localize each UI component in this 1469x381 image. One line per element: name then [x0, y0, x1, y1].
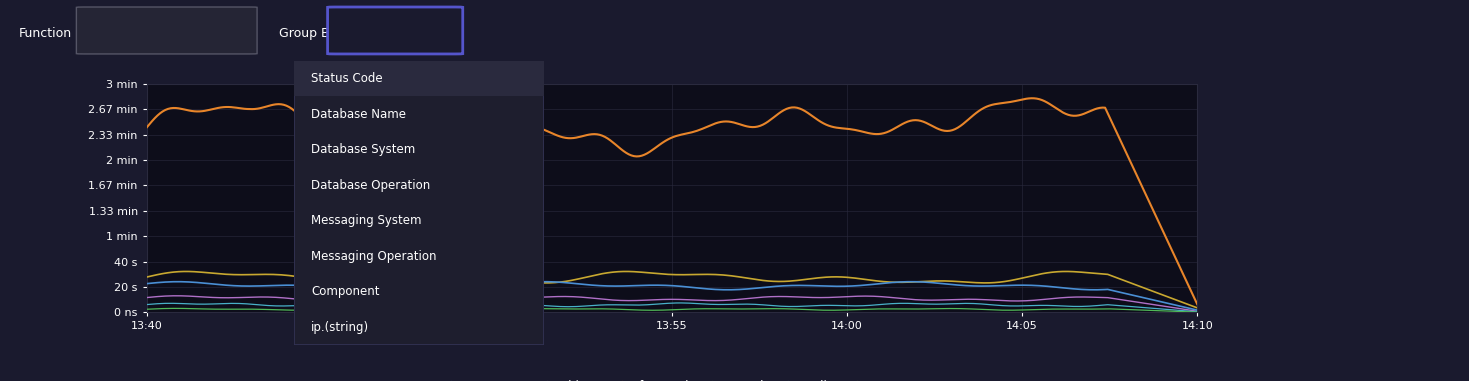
Text: ⌄: ⌄ [234, 27, 245, 40]
Text: Group By: Group By [279, 27, 336, 40]
Legend: customer, driver, frontend, mysql, redis, route: customer, driver, frontend, mysql, redis… [435, 376, 909, 381]
Text: Status Code: Status Code [311, 72, 383, 85]
Text: Sum (duration): Sum (duration) [95, 24, 184, 37]
FancyBboxPatch shape [76, 7, 257, 54]
Text: Database Operation: Database Operation [311, 179, 430, 192]
Text: Service Name: Service Name [328, 24, 410, 37]
FancyBboxPatch shape [294, 61, 544, 96]
Text: Messaging Operation: Messaging Operation [311, 250, 436, 263]
Text: ✕: ✕ [444, 26, 452, 35]
Text: ip.(string): ip.(string) [311, 320, 369, 333]
FancyBboxPatch shape [294, 61, 544, 345]
Text: Messaging System: Messaging System [311, 214, 422, 227]
Text: Component: Component [311, 285, 380, 298]
Text: Database System: Database System [311, 143, 416, 156]
Text: Function: Function [19, 27, 72, 40]
FancyBboxPatch shape [328, 7, 463, 54]
Text: Database Name: Database Name [311, 108, 407, 121]
